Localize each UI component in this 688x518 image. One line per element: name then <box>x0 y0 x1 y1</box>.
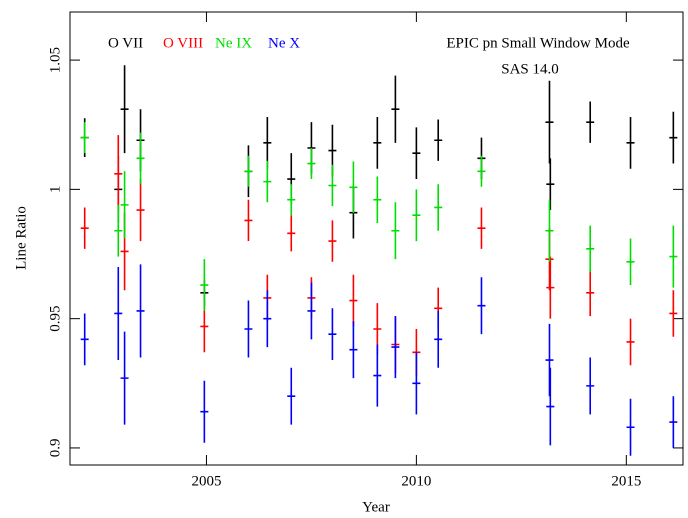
x-axis-label: Year <box>362 499 390 515</box>
error-bar <box>136 179 145 242</box>
error-bar <box>263 160 272 203</box>
error-bar <box>263 290 272 348</box>
error-bar <box>412 352 421 415</box>
error-bar <box>412 127 421 180</box>
error-bar <box>287 184 296 216</box>
error-bar <box>244 155 253 187</box>
error-bar <box>434 310 443 368</box>
error-bar <box>477 207 486 249</box>
plot-frame <box>69 11 684 466</box>
x-tick-label: 2010 <box>401 473 431 489</box>
error-bar <box>626 398 635 456</box>
error-bar <box>373 116 382 169</box>
error-bar <box>136 132 145 185</box>
annotation: SAS 14.0 <box>501 61 559 77</box>
annotation: EPIC pn Small Window Mode <box>446 35 630 51</box>
error-bar <box>200 380 209 443</box>
error-bar <box>349 274 358 327</box>
error-bar <box>626 116 635 169</box>
error-bar <box>307 282 316 340</box>
error-bar <box>546 367 555 446</box>
error-bar <box>120 171 129 239</box>
error-bar <box>669 396 678 448</box>
error-bar <box>263 116 272 169</box>
y-axis-label: Line Ratio <box>13 206 29 270</box>
error-bar <box>287 215 296 252</box>
error-bar <box>80 122 89 154</box>
error-bar <box>244 199 253 242</box>
error-bar <box>545 199 554 262</box>
y-tick-label: 1.05 <box>47 47 63 73</box>
error-bar <box>114 204 123 257</box>
error-bar <box>546 158 555 211</box>
error-bar <box>328 164 337 207</box>
error-bar <box>307 148 316 180</box>
error-bar <box>586 225 595 273</box>
error-bar <box>477 155 486 187</box>
error-bar <box>477 277 486 335</box>
error-bar <box>80 313 89 366</box>
error-bar <box>669 290 678 337</box>
legend-entry: Ne X <box>268 35 300 51</box>
error-bar <box>626 318 635 366</box>
error-bar <box>244 300 253 358</box>
x-tick-label: 2015 <box>611 473 641 489</box>
error-bar <box>373 176 382 223</box>
error-bar <box>349 321 358 379</box>
error-bar <box>373 344 382 407</box>
error-bar <box>586 357 595 415</box>
legend-entry: O VIII <box>163 35 203 51</box>
error-bar <box>328 308 337 361</box>
error-bar <box>434 119 443 161</box>
legend-entry: Ne IX <box>215 35 252 51</box>
error-bar <box>669 225 678 288</box>
error-bar <box>200 259 209 311</box>
error-bar <box>412 189 421 242</box>
error-bar <box>546 256 555 319</box>
error-bar <box>434 184 443 231</box>
error-bar <box>349 161 358 214</box>
error-bar <box>586 101 595 143</box>
error-bar <box>80 207 89 249</box>
error-bar <box>120 331 129 425</box>
error-bar <box>328 220 337 262</box>
y-tick-label: 1 <box>47 186 63 194</box>
error-bar <box>114 135 123 213</box>
error-bar <box>391 75 400 143</box>
error-bar <box>669 111 678 164</box>
error-bar <box>136 264 145 358</box>
x-tick-label: 2005 <box>191 473 221 489</box>
error-bar <box>120 65 129 154</box>
error-bar <box>391 202 400 260</box>
error-bar <box>114 266 123 361</box>
error-bar <box>626 238 635 286</box>
error-bar <box>586 269 595 317</box>
y-tick-label: 0.95 <box>47 306 63 332</box>
error-bar <box>545 80 554 164</box>
legend-entry: O VII <box>108 35 143 51</box>
error-bar <box>391 316 400 379</box>
error-bar <box>545 323 554 397</box>
y-tick-label: 0.9 <box>47 439 63 458</box>
error-bar <box>287 367 296 425</box>
